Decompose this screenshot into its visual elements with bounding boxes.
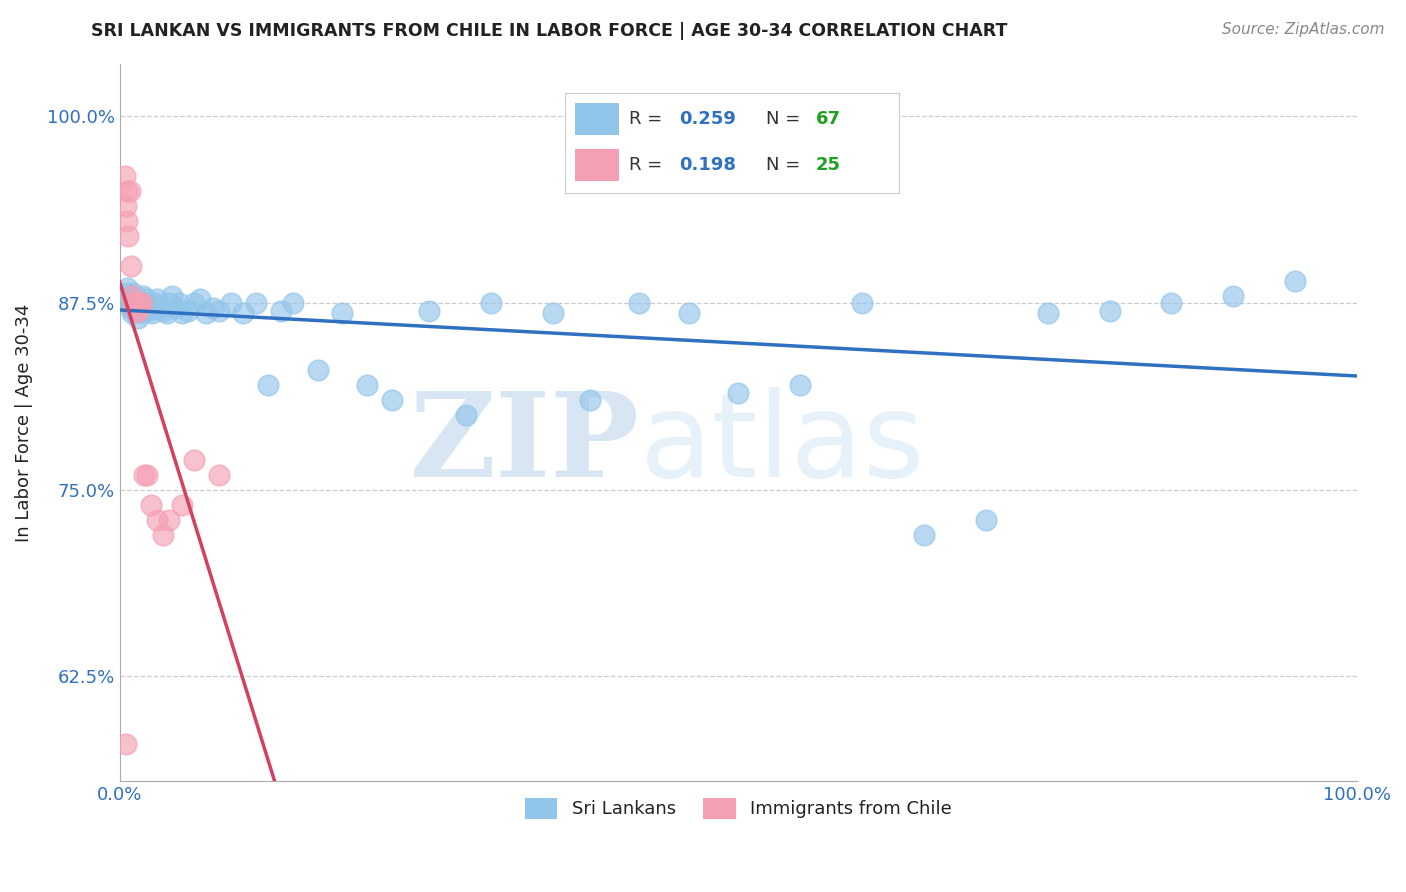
- Point: [152, 303, 174, 318]
- Point: [121, 294, 143, 309]
- Y-axis label: In Labor Force | Age 30-34: In Labor Force | Age 30-34: [15, 303, 32, 541]
- Point: [115, 281, 138, 295]
- Point: [165, 301, 187, 315]
- Point: [120, 259, 142, 273]
- Point: [115, 292, 138, 306]
- Point: [125, 292, 148, 306]
- Point: [127, 301, 149, 315]
- Point: [1284, 274, 1306, 288]
- Point: [115, 214, 138, 228]
- Point: [121, 306, 143, 320]
- Point: [121, 288, 143, 302]
- Point: [122, 296, 145, 310]
- Point: [974, 513, 997, 527]
- Legend: Sri Lankans, Immigrants from Chile: Sri Lankans, Immigrants from Chile: [517, 790, 959, 826]
- Point: [115, 285, 138, 300]
- Point: [208, 467, 231, 482]
- Point: [146, 513, 169, 527]
- Point: [152, 527, 174, 541]
- Point: [128, 303, 150, 318]
- Point: [170, 306, 193, 320]
- Point: [132, 288, 155, 302]
- Text: atlas: atlas: [640, 386, 925, 501]
- Point: [148, 301, 170, 315]
- Point: [332, 306, 354, 320]
- Point: [281, 296, 304, 310]
- Point: [141, 306, 163, 320]
- Point: [128, 296, 150, 310]
- Point: [115, 737, 138, 751]
- Point: [125, 303, 148, 318]
- Point: [129, 296, 152, 310]
- Point: [117, 296, 139, 310]
- Point: [127, 310, 149, 325]
- Point: [479, 296, 502, 310]
- Point: [579, 393, 602, 408]
- Point: [245, 296, 267, 310]
- Point: [208, 303, 231, 318]
- Point: [134, 467, 156, 482]
- Point: [131, 296, 153, 310]
- Point: [156, 306, 179, 320]
- Point: [1160, 296, 1182, 310]
- Point: [122, 285, 145, 300]
- Point: [125, 296, 148, 310]
- Point: [160, 288, 183, 302]
- Point: [139, 498, 162, 512]
- Point: [136, 303, 159, 318]
- Text: SRI LANKAN VS IMMIGRANTS FROM CHILE IN LABOR FORCE | AGE 30-34 CORRELATION CHART: SRI LANKAN VS IMMIGRANTS FROM CHILE IN L…: [91, 22, 1008, 40]
- Point: [628, 296, 651, 310]
- Point: [183, 453, 205, 467]
- Point: [118, 184, 141, 198]
- Point: [789, 378, 811, 392]
- Point: [115, 184, 138, 198]
- Point: [307, 363, 329, 377]
- Point: [124, 296, 146, 310]
- Point: [157, 513, 180, 527]
- Point: [1036, 306, 1059, 320]
- Point: [195, 306, 218, 320]
- Point: [117, 228, 139, 243]
- Point: [127, 303, 149, 318]
- Point: [146, 292, 169, 306]
- Point: [183, 296, 205, 310]
- Point: [219, 296, 242, 310]
- Point: [257, 378, 280, 392]
- Point: [851, 296, 873, 310]
- Point: [188, 292, 211, 306]
- Text: ZIP: ZIP: [409, 386, 640, 501]
- Point: [678, 306, 700, 320]
- Point: [418, 303, 440, 318]
- Point: [136, 296, 159, 310]
- Point: [167, 296, 190, 310]
- Point: [143, 296, 166, 310]
- Point: [232, 306, 254, 320]
- Point: [356, 378, 378, 392]
- Point: [131, 306, 153, 320]
- Point: [114, 169, 136, 183]
- Text: Source: ZipAtlas.com: Source: ZipAtlas.com: [1222, 22, 1385, 37]
- Point: [115, 199, 138, 213]
- Point: [456, 408, 478, 422]
- Point: [118, 288, 141, 302]
- Point: [135, 292, 157, 306]
- Point: [381, 393, 404, 408]
- Point: [136, 467, 159, 482]
- Point: [1098, 303, 1121, 318]
- Point: [124, 303, 146, 318]
- Point: [157, 296, 180, 310]
- Point: [120, 301, 142, 315]
- Point: [270, 303, 292, 318]
- Point: [1222, 288, 1244, 302]
- Point: [912, 527, 935, 541]
- Point: [201, 301, 224, 315]
- Point: [170, 498, 193, 512]
- Point: [139, 301, 162, 315]
- Point: [125, 296, 148, 310]
- Point: [541, 306, 564, 320]
- Point: [177, 303, 200, 318]
- Point: [727, 385, 749, 400]
- Point: [134, 301, 156, 315]
